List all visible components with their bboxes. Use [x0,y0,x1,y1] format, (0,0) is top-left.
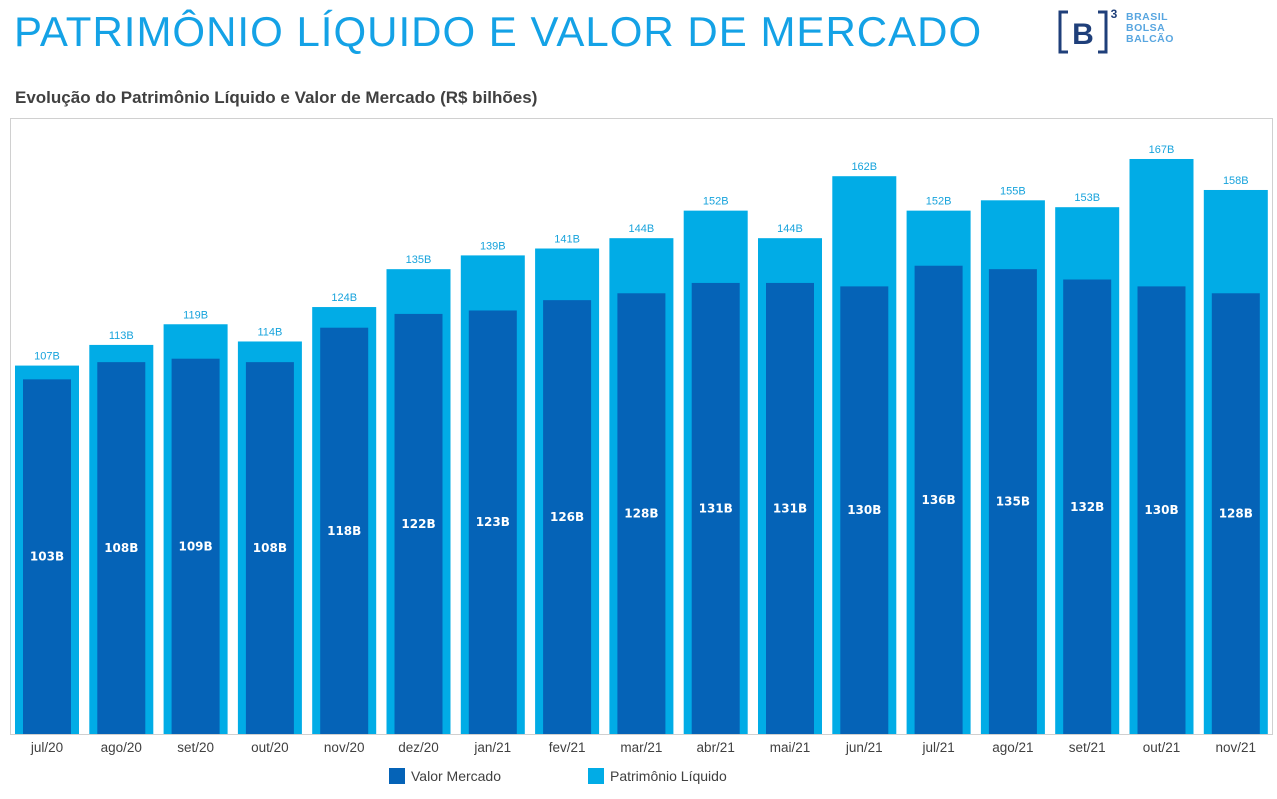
data-label-patrimonio-liquido: 119B [183,309,208,321]
data-label-valor-mercado: 130B [1144,503,1178,517]
chart-title: Evolução do Patrimônio Líquido e Valor d… [15,88,538,107]
data-label-patrimonio-liquido: 162B [851,161,877,173]
bar-valor-mercado [23,379,71,734]
data-label-patrimonio-liquido: 141B [554,234,580,246]
data-label-patrimonio-liquido: 155B [1000,185,1026,197]
data-label-valor-mercado: 136B [921,493,955,507]
chart-frame [10,118,1273,735]
b3-logo-text: BRASIL BOLSA BALCÃO [1126,12,1174,45]
bar-valor-mercado [766,282,814,734]
logo-line-bolsa: BOLSA [1126,22,1166,34]
b3-logo-superscript: 3 [1111,7,1118,21]
x-axis-tick-label: mai/21 [770,740,811,755]
data-label-valor-mercado: 103B [30,550,64,564]
x-axis-tick-label: nov/20 [324,740,365,755]
legend-label-valor-mercado: Valor Mercado [411,768,502,784]
x-axis-tick-label: ago/20 [101,740,142,755]
legend-item-valor-mercado: Valor Mercado [389,768,501,784]
data-label-patrimonio-liquido: 144B [777,223,803,235]
bar-valor-mercado [320,327,369,734]
bar-valor-mercado [840,286,889,734]
logo-line-brasil: BRASIL [1126,11,1169,23]
b3-logo-mark: B 3 [1058,7,1118,54]
data-label-valor-mercado: 109B [178,539,212,553]
data-label-patrimonio-liquido: 135B [406,254,432,266]
x-axis-tick-label: jun/21 [845,740,883,755]
bar-valor-mercado [171,358,220,734]
data-label-patrimonio-liquido: 144B [629,223,655,235]
data-label-valor-mercado: 108B [104,541,138,555]
data-label-valor-mercado: 122B [401,517,435,531]
x-axis-tick-label: mar/21 [620,740,662,755]
data-label-valor-mercado: 128B [1219,507,1253,521]
x-axis-tick-label: jul/20 [30,740,63,755]
bar-valor-mercado [914,265,963,734]
bar-valor-mercado [691,282,740,734]
data-label-patrimonio-liquido: 158B [1223,175,1249,187]
data-label-valor-mercado: 118B [327,524,361,538]
legend-swatch-patrimonio-liquido [588,768,604,784]
data-label-patrimonio-liquido: 124B [331,292,357,304]
x-axis-tick-label: nov/21 [1216,740,1257,755]
b3-logo: B 3 BRASIL BOLSA BALCÃO [1056,4,1186,56]
legend-item-patrimonio-liquido: Patrimônio Líquido [588,768,727,784]
x-axis-tick-label: jul/21 [921,740,954,755]
data-label-patrimonio-liquido: 113B [109,330,134,342]
bar-valor-mercado [468,310,517,734]
bar-valor-mercado [1211,293,1260,734]
data-label-valor-mercado: 108B [253,541,287,555]
bar-valor-mercado [988,269,1037,734]
data-label-patrimonio-liquido: 107B [34,351,60,363]
x-axis-tick-label: out/20 [251,740,289,755]
data-label-patrimonio-liquido: 153B [1074,192,1100,204]
data-label-valor-mercado: 132B [1070,500,1104,514]
data-label-patrimonio-liquido: 152B [926,196,952,208]
data-label-patrimonio-liquido: 114B [257,326,282,338]
logo-line-balcao: BALCÃO [1126,33,1174,45]
chart-legend: Valor Mercado Patrimônio Líquido [0,768,1277,788]
legend-swatch-valor-mercado [389,768,405,784]
bar-chart: 107B 103B jul/20 113B 108B ago/20 119B 109B set/… [15,144,1268,755]
page-title: PATRIMÔNIO LÍQUIDO E VALOR DE MERCADO [14,8,983,55]
bar-valor-mercado [1063,279,1112,734]
data-label-valor-mercado: 131B [773,501,807,515]
data-label-valor-mercado: 128B [624,507,658,521]
x-axis-tick-label: abr/21 [697,740,735,755]
x-axis-tick-label: out/21 [1143,740,1181,755]
data-label-patrimonio-liquido: 167B [1149,144,1175,156]
legend-label-patrimonio-liquido: Patrimônio Líquido [610,768,727,784]
x-axis-tick-label: dez/20 [398,740,439,755]
x-axis-tick-label: set/21 [1069,740,1106,755]
data-label-valor-mercado: 135B [996,495,1030,509]
data-label-valor-mercado: 131B [699,501,733,515]
data-label-patrimonio-liquido: 139B [480,240,506,252]
data-label-valor-mercado: 123B [476,515,510,529]
x-axis-tick-label: ago/21 [992,740,1033,755]
bar-valor-mercado [1137,286,1186,734]
x-axis-tick-label: jan/21 [473,740,511,755]
data-label-patrimonio-liquido: 152B [703,196,729,208]
b3-logo-letter: B [1072,18,1094,51]
bar-valor-mercado [617,293,666,734]
bar-valor-mercado [394,313,443,734]
data-label-valor-mercado: 130B [847,503,881,517]
x-axis-tick-label: set/20 [177,740,214,755]
bar-valor-mercado [245,362,294,734]
bar-valor-mercado [97,362,146,734]
x-axis-tick-label: fev/21 [549,740,586,755]
bar-valor-mercado [543,300,592,734]
data-label-valor-mercado: 126B [550,510,584,524]
